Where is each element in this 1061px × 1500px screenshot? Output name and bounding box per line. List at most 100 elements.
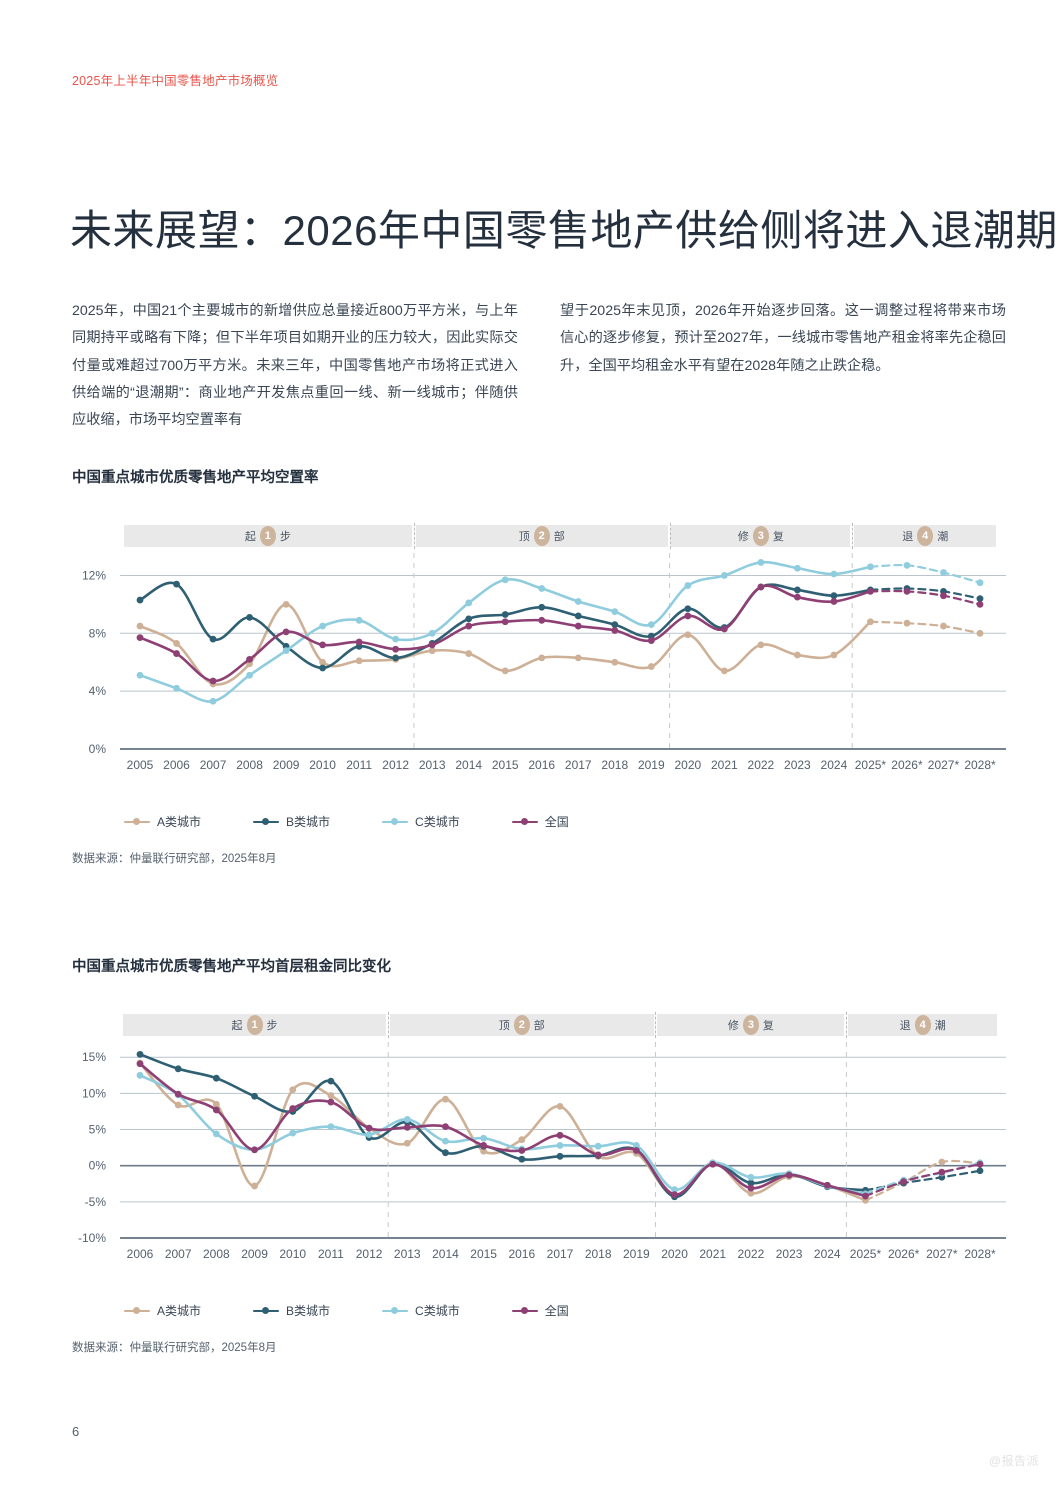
data-point — [355, 616, 363, 624]
data-point — [757, 641, 765, 649]
legend-label: B类城市 — [286, 1304, 331, 1318]
x-axis-tick-label: 2015 — [470, 1247, 497, 1261]
data-point — [830, 651, 838, 659]
data-point — [442, 1137, 449, 1145]
page-number: 6 — [72, 1424, 80, 1439]
data-point — [282, 647, 290, 655]
data-point — [212, 1074, 220, 1082]
legend-item-B类城市[interactable]: B类城市 — [253, 813, 330, 830]
legend-item-全国[interactable]: 全国 — [511, 813, 569, 830]
data-point — [632, 1147, 640, 1154]
x-axis-tick-label: 2019 — [638, 758, 665, 772]
series-line-forecast-B类城市 — [869, 587, 982, 600]
data-point — [174, 1065, 182, 1073]
legend-label: C类城市 — [415, 1304, 460, 1318]
y-axis-tick-label: 0% — [89, 742, 107, 756]
x-axis-tick-label: 2017 — [565, 758, 592, 772]
legend-item-全国[interactable]: 全国 — [511, 1302, 569, 1319]
data-point — [442, 1095, 449, 1103]
data-point — [355, 657, 363, 665]
y-axis-tick-label: -10% — [78, 1231, 106, 1245]
phase-label-right: 部 — [533, 1020, 545, 1032]
data-point — [212, 1100, 220, 1108]
y-axis-tick-label: 5% — [89, 1123, 107, 1137]
legend-item-B类城市[interactable]: B类城市 — [253, 1302, 330, 1319]
data-point — [327, 1098, 335, 1106]
data-point — [173, 580, 180, 588]
legend-swatch-icon — [253, 1306, 280, 1316]
legend-item-C类城市[interactable]: C类城市 — [382, 1302, 460, 1319]
data-point — [518, 1155, 526, 1163]
data-point — [862, 1192, 869, 1200]
data-point — [136, 634, 144, 642]
data-point — [747, 1179, 755, 1187]
data-point — [793, 564, 801, 572]
data-point — [136, 1071, 144, 1079]
running-head: 2025年上半年中国零售地产市场概览 — [72, 74, 279, 88]
data-point — [574, 654, 582, 662]
data-point — [365, 1124, 373, 1132]
data-point — [976, 1160, 984, 1168]
data-point — [940, 622, 947, 630]
series-line-forecast-C类城市 — [869, 563, 982, 584]
data-point — [403, 1116, 411, 1123]
chart-title-vacancy: 中国重点城市优质零售地产平均空置率 — [72, 470, 319, 486]
data-point — [556, 1152, 564, 1160]
legend-vacancy: A类城市 B类城市 C类城市 全国 — [124, 813, 1006, 830]
data-point — [684, 605, 692, 613]
x-axis-tick-label: 2020 — [661, 1247, 688, 1261]
data-point — [538, 603, 546, 611]
data-point — [938, 1158, 946, 1166]
x-axis-tick-label: 2011 — [346, 758, 372, 772]
data-point — [327, 1077, 335, 1085]
data-point — [830, 592, 838, 600]
data-point — [319, 641, 327, 649]
x-axis-tick-label: 2025* — [850, 1247, 882, 1261]
body-text: 2025年，中国21个主要城市的新增供应总量接近800万平方米，与上年同期持平或… — [72, 284, 1006, 449]
data-point — [720, 572, 728, 579]
x-axis-tick-label: 2018 — [585, 1247, 612, 1261]
legend-item-A类城市[interactable]: A类城市 — [124, 1302, 201, 1319]
x-axis-tick-label: 2022 — [748, 758, 775, 772]
data-point — [173, 640, 180, 647]
data-point — [594, 1142, 602, 1150]
data-point — [501, 611, 509, 618]
data-point — [632, 1142, 640, 1149]
x-axis-tick-label: 2009 — [273, 758, 300, 772]
data-point — [136, 622, 144, 630]
x-axis-tick-label: 2005 — [127, 758, 154, 772]
line-chart-rent: -10% -5% 0% 5% 10% 15% 2006 2007 2008 2009 2010 201… — [78, 1042, 1006, 1261]
data-point — [209, 635, 217, 643]
x-axis-tick-label: 2007 — [200, 758, 227, 772]
data-point — [556, 1103, 564, 1110]
data-point — [246, 614, 253, 621]
x-axis-tick-label: 2026* — [891, 758, 923, 772]
phase-label-left: 修 — [737, 531, 749, 543]
data-point — [611, 608, 619, 616]
source-note-vacancy: 数据来源：仲量联行研究部，2025年8月 — [72, 853, 277, 865]
data-point — [830, 570, 838, 578]
y-axis-tick-label: 0% — [89, 1159, 107, 1173]
x-axis-tick-label: 2006 — [163, 758, 190, 772]
data-point — [289, 1105, 297, 1112]
x-axis-tick-label: 2021 — [711, 758, 738, 772]
data-point — [647, 637, 655, 644]
y-axis-tick-label: 12% — [82, 568, 106, 582]
data-point — [392, 645, 400, 653]
x-axis-tick-label: 2023 — [784, 758, 811, 772]
x-axis-tick-label: 2009 — [241, 1247, 268, 1261]
data-point — [976, 1167, 984, 1175]
legend-item-C类城市[interactable]: C类城市 — [382, 813, 460, 830]
phase-number-badge: 3 — [752, 526, 769, 546]
phase-divider — [413, 523, 415, 549]
data-point — [174, 1101, 182, 1109]
legend-item-A类城市[interactable]: A类城市 — [124, 813, 201, 830]
x-axis-tick-label: 2027* — [926, 1247, 958, 1261]
x-axis-tick-label: 2024 — [821, 758, 848, 772]
data-point — [976, 579, 984, 587]
legend-label: 全国 — [544, 1304, 569, 1318]
